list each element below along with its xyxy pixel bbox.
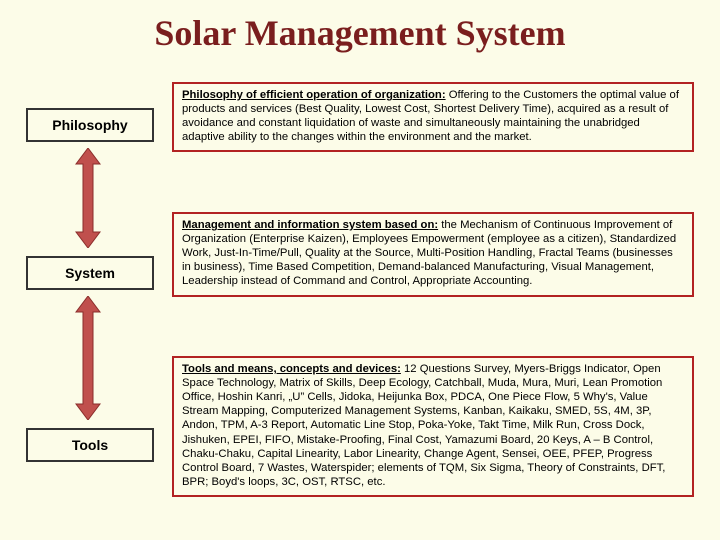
left-box-tools: Tools [26, 428, 154, 462]
left-box-label: System [65, 265, 115, 281]
left-box-system: System [26, 256, 154, 290]
double-arrow-1 [74, 148, 102, 248]
page-title: Solar Management System [0, 12, 720, 54]
desc-lead: Tools and means, concepts and devices: [182, 363, 401, 375]
double-arrow-2 [74, 296, 102, 420]
desc-box-tools: Tools and means, concepts and devices: 1… [172, 356, 694, 497]
left-box-label: Tools [72, 437, 108, 453]
desc-box-system: Management and information system based … [172, 212, 694, 297]
left-box-label: Philosophy [52, 117, 127, 133]
desc-lead: Philosophy of efficient operation of org… [182, 89, 446, 101]
desc-body: 12 Questions Survey, Myers-Briggs Indica… [182, 363, 665, 488]
left-box-philosophy: Philosophy [26, 108, 154, 142]
desc-box-philosophy: Philosophy of efficient operation of org… [172, 82, 694, 152]
desc-lead: Management and information system based … [182, 219, 438, 231]
